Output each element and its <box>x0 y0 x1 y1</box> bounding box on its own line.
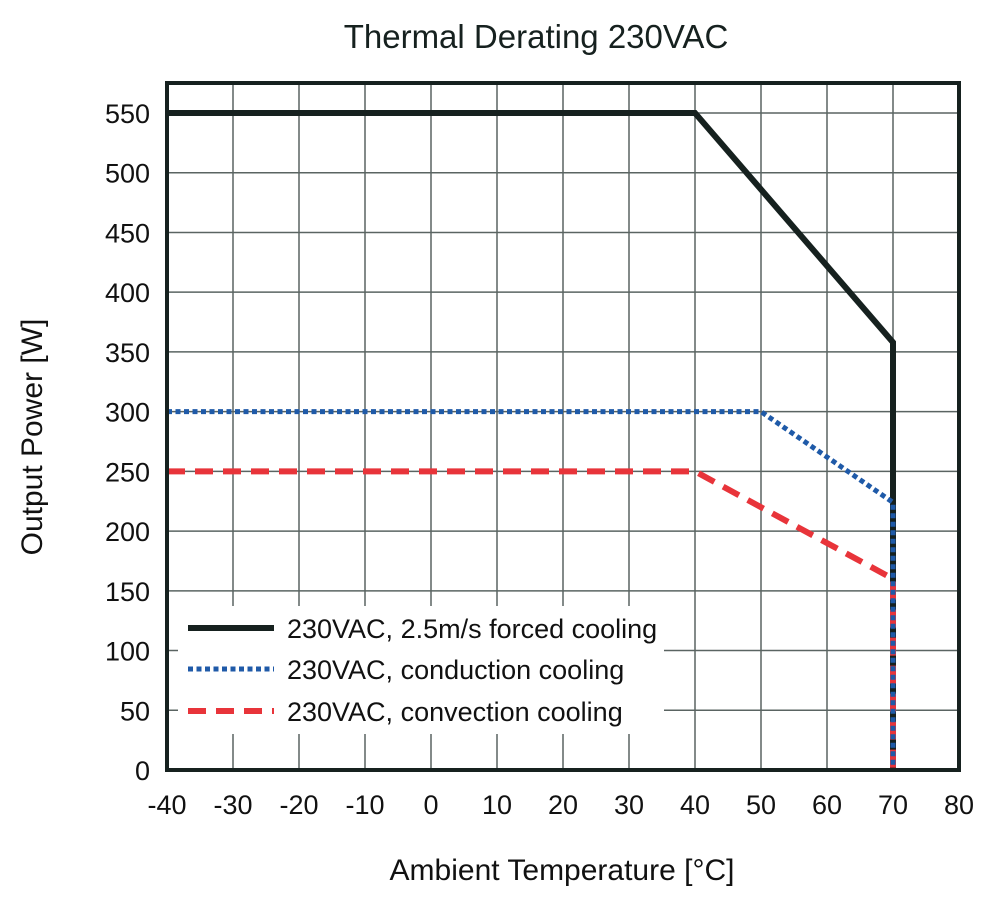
y-tick-label: 150 <box>105 577 150 607</box>
x-axis-ticks: -40 -30 -20 -10 0 10 20 30 40 50 60 70 80 <box>147 790 974 820</box>
x-tick-label: 70 <box>878 790 908 820</box>
y-tick-label: 250 <box>105 457 150 487</box>
y-axis-label: Output Power [W] <box>16 319 49 556</box>
legend-label: 230VAC, convection cooling <box>287 697 623 727</box>
y-tick-label: 200 <box>105 517 150 547</box>
y-tick-label: 500 <box>105 159 150 189</box>
y-tick-label: 550 <box>105 99 150 129</box>
x-tick-label: 20 <box>548 790 578 820</box>
x-tick-label: -10 <box>345 790 384 820</box>
x-tick-label: 10 <box>482 790 512 820</box>
x-tick-label: 60 <box>812 790 842 820</box>
y-tick-label: 450 <box>105 218 150 248</box>
series-line-dotted <box>167 409 896 770</box>
y-axis-ticks: 0 50 100 150 200 250 300 350 400 450 500 550 <box>105 99 150 786</box>
y-tick-label: 300 <box>105 398 150 428</box>
y-tick-label: 350 <box>105 338 150 368</box>
legend-label: 230VAC, conduction cooling <box>287 655 624 685</box>
x-tick-label: 0 <box>423 790 438 820</box>
x-tick-label: 30 <box>614 790 644 820</box>
y-tick-label: 400 <box>105 278 150 308</box>
y-tick-label: 0 <box>135 756 150 786</box>
legend: 230VAC, 2.5m/s forced cooling 230VAC, con… <box>178 606 664 734</box>
x-tick-label: -40 <box>147 790 186 820</box>
x-tick-label: -20 <box>279 790 318 820</box>
y-tick-label: 50 <box>120 696 150 726</box>
x-axis-label: Ambient Temperature [°C] <box>390 854 735 887</box>
plot-frame <box>165 81 961 772</box>
series-line-dashed <box>167 468 896 770</box>
legend-label: 230VAC, 2.5m/s forced cooling <box>287 614 657 644</box>
x-tick-label: 40 <box>680 790 710 820</box>
x-tick-label: -30 <box>213 790 252 820</box>
series-group <box>167 110 896 770</box>
x-tick-label: 50 <box>746 790 776 820</box>
x-tick-label: 80 <box>944 790 974 820</box>
y-tick-label: 100 <box>105 637 150 667</box>
chart-title: Thermal Derating 230VAC <box>344 18 729 55</box>
